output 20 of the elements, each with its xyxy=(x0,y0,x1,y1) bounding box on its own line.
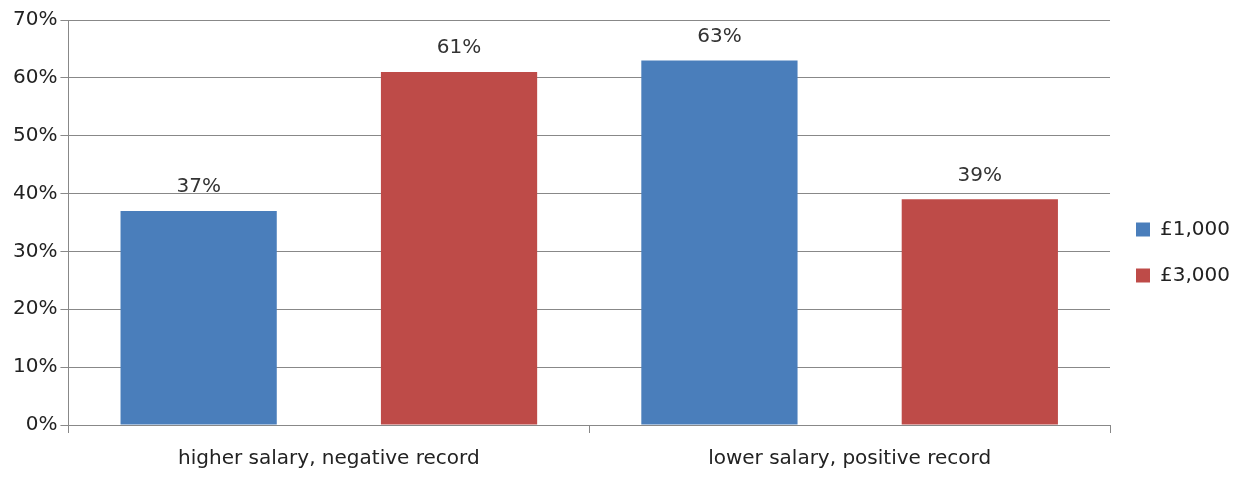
y-tick-label: 20% xyxy=(13,295,58,320)
legend-label: £1,000 xyxy=(1160,215,1230,240)
y-tick-label: 30% xyxy=(13,237,58,262)
y-tick-label: 60% xyxy=(13,64,58,89)
bar xyxy=(380,72,538,425)
data-label: 37% xyxy=(176,173,221,198)
y-tick-label: 70% xyxy=(13,6,58,31)
data-label: 61% xyxy=(436,34,482,59)
y-tick-label: 0% xyxy=(25,411,58,436)
y-tick-label: 40% xyxy=(13,179,58,204)
legend-label: £3,000 xyxy=(1160,261,1230,286)
y-tick-label: 10% xyxy=(13,353,58,378)
data-label: 39% xyxy=(957,161,1003,186)
bar xyxy=(120,210,277,425)
data-label: 63% xyxy=(697,22,742,47)
y-tick-label: 50% xyxy=(13,121,58,146)
x-tick-label: higher salary, negative record xyxy=(178,445,480,470)
x-tick-label: lower salary, positive record xyxy=(708,445,992,470)
bar xyxy=(901,199,1058,425)
bar xyxy=(641,60,798,425)
